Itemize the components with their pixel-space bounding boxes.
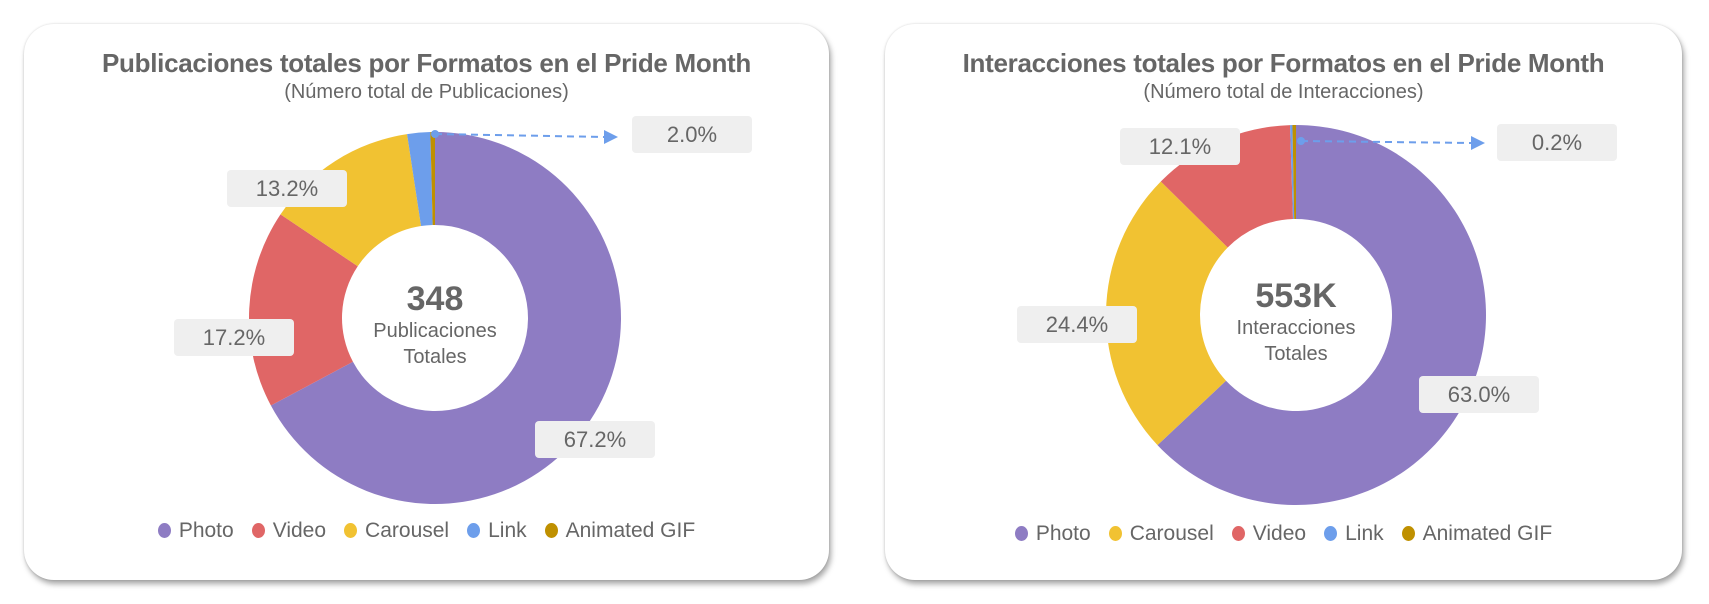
legend-dot-icon bbox=[544, 523, 558, 538]
legend-label: Video bbox=[1252, 522, 1307, 545]
legend-label: Animated GIF bbox=[1422, 522, 1553, 545]
donut-chart bbox=[1106, 125, 1486, 506]
legend-item: Video bbox=[251, 519, 327, 543]
slice-link bbox=[407, 132, 433, 227]
slice-carousel bbox=[1106, 181, 1228, 446]
legend-dot-icon bbox=[157, 523, 171, 538]
legend-dot-icon bbox=[344, 523, 358, 538]
legend-item: Animated GIF bbox=[544, 519, 696, 543]
legend-item: Photo bbox=[1014, 522, 1091, 546]
legend-item: Photo bbox=[157, 519, 234, 543]
legend-label: Photo bbox=[1035, 522, 1091, 545]
legend-item: Carousel bbox=[344, 519, 449, 543]
data-label-video: 12.1% bbox=[1120, 128, 1240, 165]
center-label: Totales bbox=[403, 346, 467, 368]
legend-dot-icon bbox=[1014, 526, 1028, 541]
slice-photo bbox=[270, 132, 621, 504]
legend-item: Carousel bbox=[1108, 522, 1214, 546]
legend-label: Carousel bbox=[365, 519, 450, 542]
data-label-link: 0.2% bbox=[1497, 124, 1617, 161]
legend-dot-icon bbox=[251, 523, 265, 538]
leader-line bbox=[1300, 140, 1474, 144]
legend-label: Link bbox=[1345, 522, 1384, 545]
legend-label: Photo bbox=[178, 519, 234, 542]
data-label-carousel: 13.2% bbox=[227, 170, 347, 207]
chart-subtitle: (Número total de Publicaciones) bbox=[284, 81, 569, 103]
arrow-head-icon bbox=[604, 130, 618, 144]
slice-photo bbox=[1157, 125, 1486, 506]
center-value: 348 bbox=[406, 280, 464, 318]
interactions-chart-card: Interacciones totales por Formatos en el… bbox=[885, 24, 1682, 580]
chart-subtitle: (Número total de Interacciones) bbox=[1143, 81, 1424, 103]
center-label: Totales bbox=[1264, 343, 1328, 365]
data-label-photo: 67.2% bbox=[535, 421, 655, 458]
slice-animated-gif bbox=[430, 132, 435, 226]
center-label: Publicaciones bbox=[373, 320, 497, 342]
data-label-link: 2.0% bbox=[632, 116, 752, 153]
center-label: Interacciones bbox=[1236, 317, 1356, 339]
leader-line bbox=[434, 133, 607, 138]
legend-dot-icon bbox=[1401, 526, 1415, 541]
slice-carousel bbox=[280, 134, 422, 267]
slice-animated-gif bbox=[1292, 125, 1296, 220]
slice-link bbox=[1290, 125, 1295, 220]
data-label-photo: 63.0% bbox=[1419, 376, 1539, 413]
legend-label: Animated GIF bbox=[565, 519, 696, 542]
slice-video bbox=[248, 214, 358, 406]
donut-chart bbox=[248, 130, 621, 504]
legend-item: Link bbox=[1324, 522, 1384, 546]
center-total: 348 Publicaciones Totales bbox=[345, 280, 525, 370]
leader-dot bbox=[431, 130, 439, 138]
legend-label: Link bbox=[488, 519, 527, 542]
legend-item: Video bbox=[1231, 522, 1307, 546]
data-label-video: 17.2% bbox=[174, 319, 294, 356]
center-total: 553K Interacciones Totales bbox=[1206, 277, 1386, 367]
publications-chart-card: Publicaciones totales por Formatos en el… bbox=[24, 24, 829, 580]
chart-title: Interacciones totales por Formatos en el… bbox=[962, 48, 1605, 78]
legend-label: Video bbox=[272, 519, 327, 542]
chart-title: Publicaciones totales por Formatos en el… bbox=[102, 48, 751, 78]
legend-dot-icon bbox=[1231, 526, 1245, 541]
data-label-carousel: 24.4% bbox=[1017, 306, 1137, 343]
legend-dot-icon bbox=[467, 523, 481, 538]
legend-dot-icon bbox=[1108, 526, 1122, 541]
legend: Photo Carousel Video Link Animated GIF bbox=[885, 522, 1682, 546]
leader-dot bbox=[1297, 137, 1305, 145]
legend-item: Link bbox=[467, 519, 527, 543]
legend: Photo Video Carousel Link Animated GIF bbox=[24, 519, 829, 543]
legend-label: Carousel bbox=[1129, 522, 1214, 545]
arrow-head-icon bbox=[1471, 136, 1485, 150]
center-value: 553K bbox=[1255, 277, 1337, 315]
legend-item: Animated GIF bbox=[1401, 522, 1553, 546]
legend-dot-icon bbox=[1324, 526, 1338, 541]
